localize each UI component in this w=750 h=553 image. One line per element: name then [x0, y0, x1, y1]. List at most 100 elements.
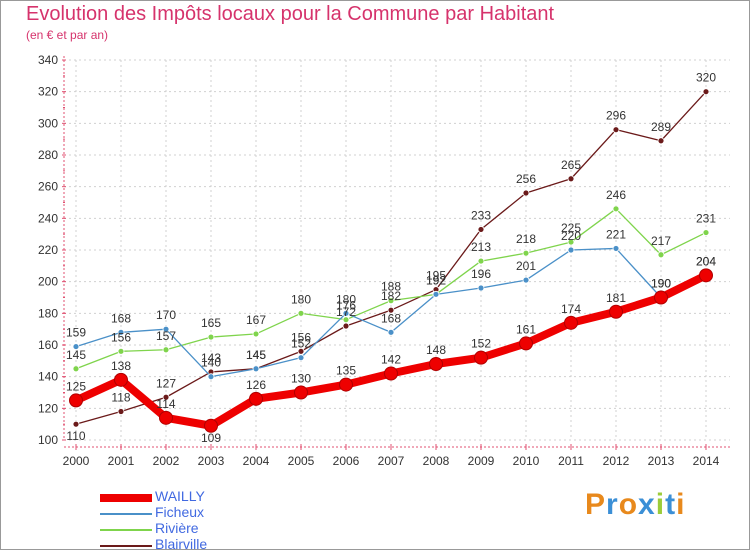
data-label: 156 [111, 330, 131, 344]
data-point [612, 245, 620, 252]
data-point [207, 373, 215, 381]
data-point [162, 346, 170, 354]
logo-letter: P [585, 488, 607, 521]
data-label: 296 [606, 109, 626, 123]
data-label: 143 [201, 351, 221, 365]
data-point [477, 284, 485, 292]
data-point [612, 126, 620, 134]
data-point [204, 418, 218, 433]
data-label: 188 [381, 280, 401, 294]
data-label: 174 [561, 302, 581, 316]
proxiti-logo: Proxiti [585, 488, 685, 522]
data-point [387, 328, 395, 336]
data-point [297, 354, 305, 362]
data-label: 218 [516, 232, 536, 246]
data-label: 145 [246, 348, 266, 362]
y-tick-label: 280 [38, 148, 58, 162]
data-point [72, 420, 80, 428]
data-label: 125 [66, 379, 86, 393]
y-tick-label: 320 [38, 85, 58, 99]
logo-letter: x [638, 488, 656, 521]
data-point [162, 325, 170, 333]
data-label: 161 [516, 322, 536, 336]
x-tick-label: 2012 [603, 454, 630, 468]
x-tick-label: 2006 [333, 454, 360, 468]
data-label: 204 [696, 254, 716, 268]
legend-label: Blairville [155, 536, 208, 552]
data-label: 159 [66, 326, 86, 340]
x-tick-label: 2010 [513, 454, 540, 468]
data-label: 152 [471, 337, 491, 351]
data-label: 231 [696, 212, 716, 226]
data-point [702, 88, 710, 96]
data-point [162, 393, 170, 401]
data-label: 201 [516, 259, 536, 273]
data-label: 192 [426, 273, 446, 287]
legend-swatch [100, 545, 152, 547]
data-label: 170 [156, 308, 176, 322]
data-point [519, 336, 533, 351]
data-label: 213 [471, 240, 491, 254]
legend-swatch [100, 513, 152, 515]
data-point [117, 408, 125, 415]
x-tick-label: 2011 [558, 454, 584, 468]
data-label: 289 [651, 120, 671, 134]
data-label: 182 [381, 289, 401, 303]
legend-label: Rivière [155, 520, 199, 536]
data-label: 168 [381, 311, 401, 325]
data-label: 156 [291, 330, 311, 344]
data-label: 225 [561, 221, 581, 235]
data-label: 195 [426, 269, 446, 283]
data-label: 256 [516, 172, 536, 186]
x-tick-label: 2001 [108, 454, 135, 468]
data-point [474, 350, 488, 365]
x-tick-label: 2009 [468, 454, 495, 468]
data-point [702, 229, 710, 236]
data-label: 138 [111, 359, 131, 373]
data-point [612, 205, 620, 213]
data-label: 145 [246, 348, 266, 362]
logo-letter: o [618, 488, 639, 521]
data-label: 320 [696, 71, 716, 85]
data-point [564, 315, 578, 330]
data-label: 246 [606, 188, 626, 202]
x-tick-label: 2002 [153, 454, 180, 468]
data-label: 176 [336, 299, 356, 313]
data-point [657, 137, 665, 145]
data-point [567, 246, 575, 254]
data-label: 135 [336, 364, 356, 378]
data-point [477, 257, 485, 265]
data-label: 180 [291, 292, 311, 306]
data-point [159, 410, 173, 425]
data-point [432, 290, 440, 298]
data-point [609, 304, 623, 319]
data-label: 110 [66, 429, 85, 443]
data-point [117, 328, 125, 336]
data-label: 180 [336, 292, 356, 306]
data-point [249, 391, 263, 406]
data-label: 142 [381, 353, 401, 367]
data-label: 157 [156, 329, 176, 343]
data-point [387, 297, 395, 305]
y-tick-label: 180 [38, 306, 58, 320]
data-label: 190 [651, 277, 671, 291]
data-point [522, 276, 530, 284]
logo-letter: i [676, 488, 686, 521]
logo-letter: i [655, 488, 666, 521]
data-label: 145 [66, 348, 86, 362]
x-tick-label: 2007 [378, 454, 405, 468]
y-tick-label: 160 [38, 338, 58, 352]
data-point [69, 393, 83, 408]
y-tick-label: 140 [38, 370, 58, 384]
x-tick-label: 2000 [63, 454, 90, 468]
data-label: 220 [561, 229, 581, 243]
x-tick-label: 2008 [423, 454, 450, 468]
y-tick-label: 260 [38, 180, 58, 194]
data-label: 196 [471, 267, 491, 281]
data-point [567, 175, 575, 183]
data-point [72, 343, 80, 350]
data-label: 127 [156, 376, 176, 390]
legend-swatch [100, 529, 152, 531]
x-tick-label: 2003 [198, 454, 225, 468]
